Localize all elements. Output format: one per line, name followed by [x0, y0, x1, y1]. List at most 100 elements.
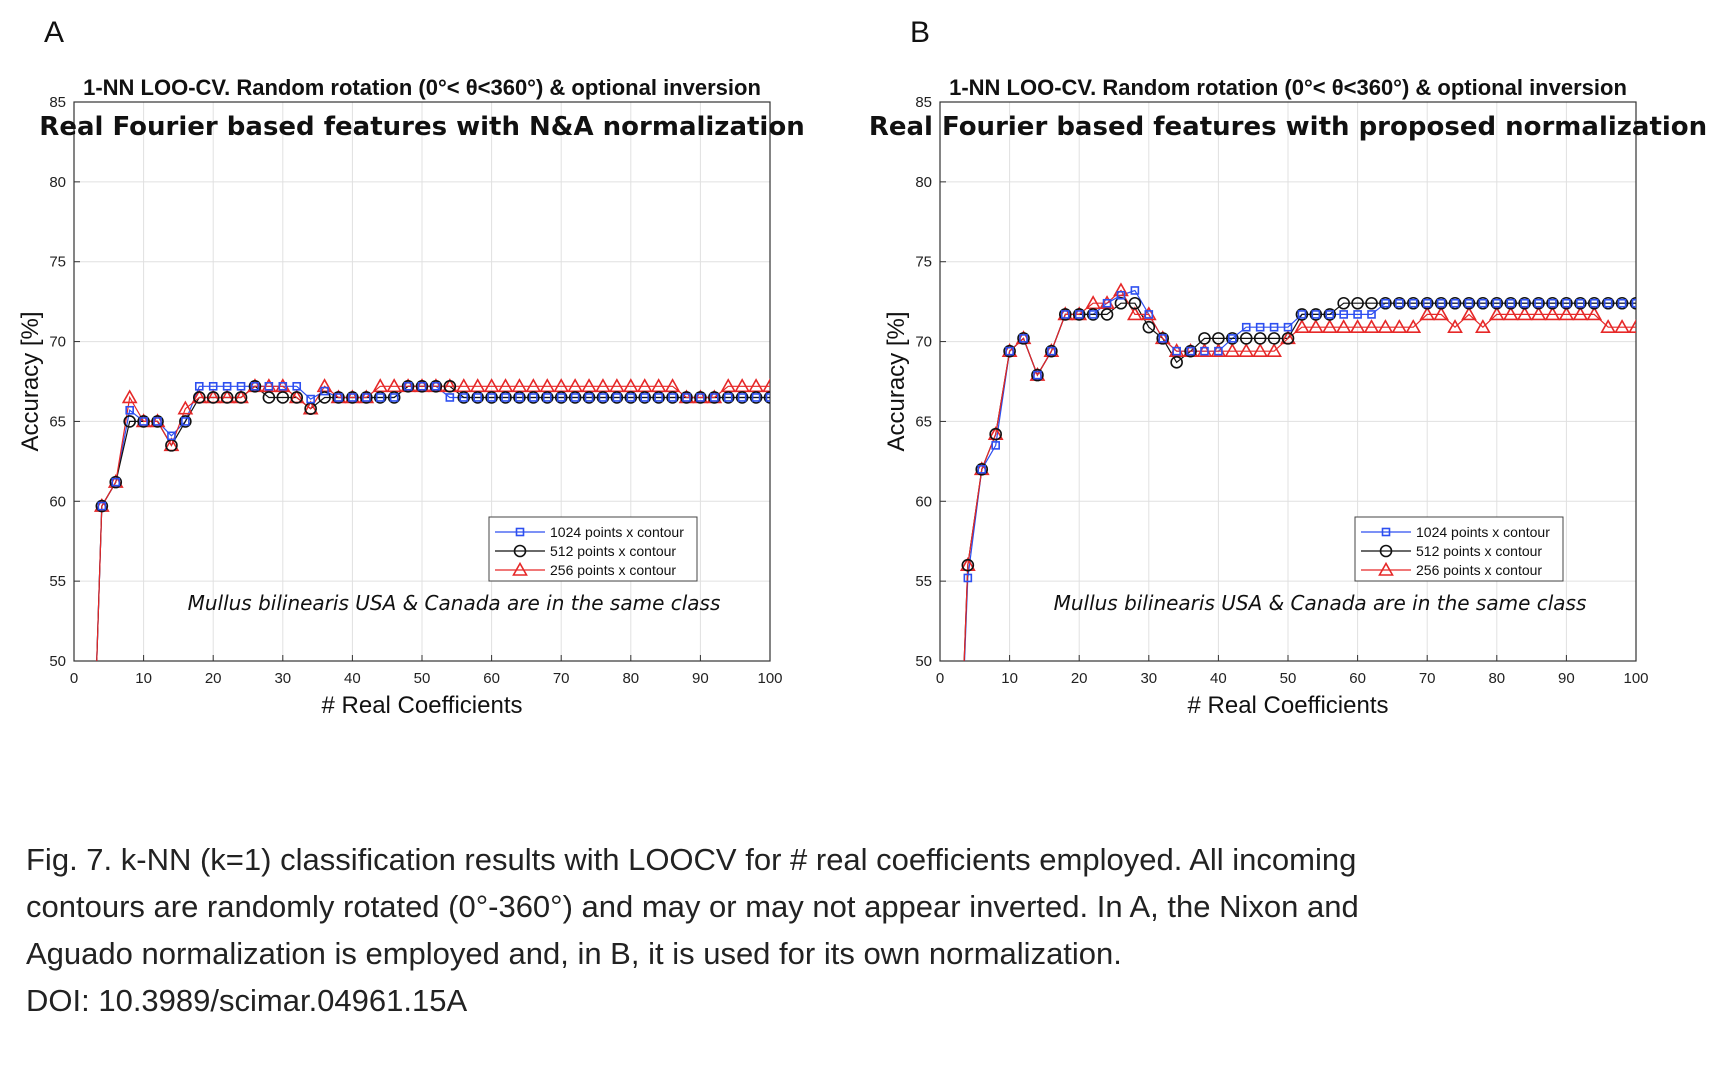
data-point-a-2 — [749, 391, 763, 404]
data-point-b-1 — [1450, 298, 1460, 308]
chart-a-svg: A 1-NN LOO-CV. Random rotation (0°< θ<360… — [17, 16, 805, 719]
data-point-a-1 — [250, 381, 260, 391]
data-point-b-2 — [1184, 344, 1197, 358]
data-point-b-1 — [1353, 310, 1362, 319]
y-tick-label-b: 55 — [915, 573, 932, 590]
y-axis-label-b: Accuracy [%] — [883, 311, 910, 451]
data-point-b-2 — [1518, 296, 1531, 310]
data-point-b-2 — [1323, 308, 1337, 321]
data-point-b-3 — [1363, 319, 1380, 333]
data-point-b-2 — [1546, 296, 1559, 310]
data-point-b-3 — [1321, 319, 1338, 333]
data-point-a-2 — [596, 391, 610, 404]
data-point-a-2 — [206, 391, 220, 404]
data-point-a-2 — [485, 391, 498, 404]
y-tick-label-a: 85 — [49, 94, 66, 111]
data-point-b-2 — [1017, 332, 1030, 345]
legend-marker-b-1 — [1381, 527, 1391, 537]
x-tick-label-a: 10 — [135, 670, 152, 687]
legend-label-b-3: 256 points x contour — [1416, 562, 1542, 578]
data-point-a-1 — [529, 393, 538, 402]
legend-marker-b-3 — [1378, 561, 1394, 576]
data-point-a-1 — [320, 386, 329, 396]
data-point-b-3 — [1294, 319, 1310, 333]
data-point-b-1 — [1367, 310, 1376, 319]
data-point-a-1 — [668, 393, 677, 402]
legend-label-a-2: 512 points x contour — [550, 543, 676, 559]
data-point-a-1 — [570, 393, 580, 402]
x-tick-label-b: 60 — [1349, 670, 1366, 687]
data-point-b-1 — [1186, 346, 1195, 356]
data-point-b-1 — [1478, 298, 1488, 308]
data-point-b-1 — [1130, 286, 1140, 295]
data-point-b-2 — [1532, 296, 1545, 310]
data-point-b-1 — [1395, 298, 1404, 308]
y-axis-label-a: Accuracy [%] — [17, 311, 44, 451]
data-point-b-3 — [1377, 319, 1394, 333]
data-point-a-2 — [527, 391, 540, 404]
data-point-b-3 — [1127, 306, 1143, 321]
figure-caption: Fig. 7. k-NN (k=1) classification result… — [26, 836, 1716, 1024]
y-tick-label-a: 55 — [49, 573, 66, 590]
data-point-b-3 — [1586, 306, 1603, 321]
x-tick-label-b: 50 — [1280, 670, 1297, 687]
data-point-a-1 — [278, 381, 288, 391]
x-tick-label-a: 20 — [205, 670, 222, 687]
legend-label-a-1: 1024 points x contour — [550, 524, 684, 540]
data-point-a-1 — [125, 405, 134, 415]
plot-frame-b — [939, 101, 1637, 662]
data-point-b-1 — [963, 573, 973, 583]
data-point-a-2 — [262, 391, 276, 404]
data-point-b-1 — [1311, 310, 1321, 319]
chart-title-a: 1-NN LOO-CV. Random rotation (0°< θ<360°… — [83, 75, 761, 100]
data-point-a-2 — [95, 499, 109, 513]
panel-letter-a: A — [44, 16, 64, 49]
data-point-b-1 — [1172, 346, 1181, 356]
legend-b: 1024 points x contour 512 points x contou… — [1354, 516, 1564, 582]
data-point-b-3 — [1558, 306, 1575, 321]
data-point-b-1 — [1019, 334, 1028, 343]
data-point-b-2 — [1128, 296, 1142, 310]
data-point-a-2 — [234, 391, 248, 404]
data-point-a-2 — [151, 415, 164, 428]
data-point-b-2 — [1420, 296, 1434, 310]
legend-marker-a-2 — [513, 544, 527, 558]
data-point-b-2 — [1615, 296, 1629, 310]
data-point-a-2 — [387, 391, 401, 404]
data-point-b-1 — [1617, 298, 1627, 308]
data-point-a-1 — [194, 381, 204, 391]
data-point-b-3 — [1307, 319, 1324, 333]
x-tick-label-b: 0 — [936, 670, 944, 687]
data-point-a-2 — [179, 415, 192, 428]
data-point-b-3 — [1530, 306, 1547, 321]
data-point-a-3 — [177, 400, 194, 415]
data-point-a-1 — [737, 393, 747, 402]
data-point-b-2 — [1393, 296, 1406, 310]
data-point-a-2 — [582, 391, 596, 404]
data-point-b-1 — [1269, 322, 1279, 332]
data-point-a-2 — [401, 379, 415, 393]
data-point-a-2 — [763, 391, 770, 404]
data-point-b-3 — [1572, 306, 1589, 321]
x-tick-label-b: 30 — [1140, 670, 1157, 687]
data-point-b-2 — [1003, 344, 1016, 358]
data-point-b-1 — [1631, 298, 1636, 308]
x-tick-label-a: 40 — [344, 670, 361, 687]
data-point-a-1 — [375, 393, 385, 402]
legend-marker-a-1 — [515, 527, 525, 537]
data-point-a-2 — [721, 391, 735, 404]
data-point-b-2 — [1281, 332, 1295, 345]
x-tick-label-a: 0 — [70, 670, 78, 687]
data-point-a-1 — [501, 393, 510, 402]
data-point-b-2 — [1226, 332, 1239, 345]
x-axis-label-b: # Real Coefficients — [1188, 692, 1389, 719]
data-point-b-2 — [1560, 296, 1573, 310]
data-point-b-3 — [1405, 319, 1422, 333]
data-point-b-1 — [1339, 310, 1348, 319]
data-point-a-1 — [236, 381, 246, 391]
data-point-a-1 — [306, 394, 315, 404]
data-point-a-2 — [137, 415, 150, 428]
data-point-b-1 — [1033, 370, 1042, 380]
data-point-b-1 — [991, 441, 1000, 450]
data-point-a-3 — [121, 389, 138, 404]
